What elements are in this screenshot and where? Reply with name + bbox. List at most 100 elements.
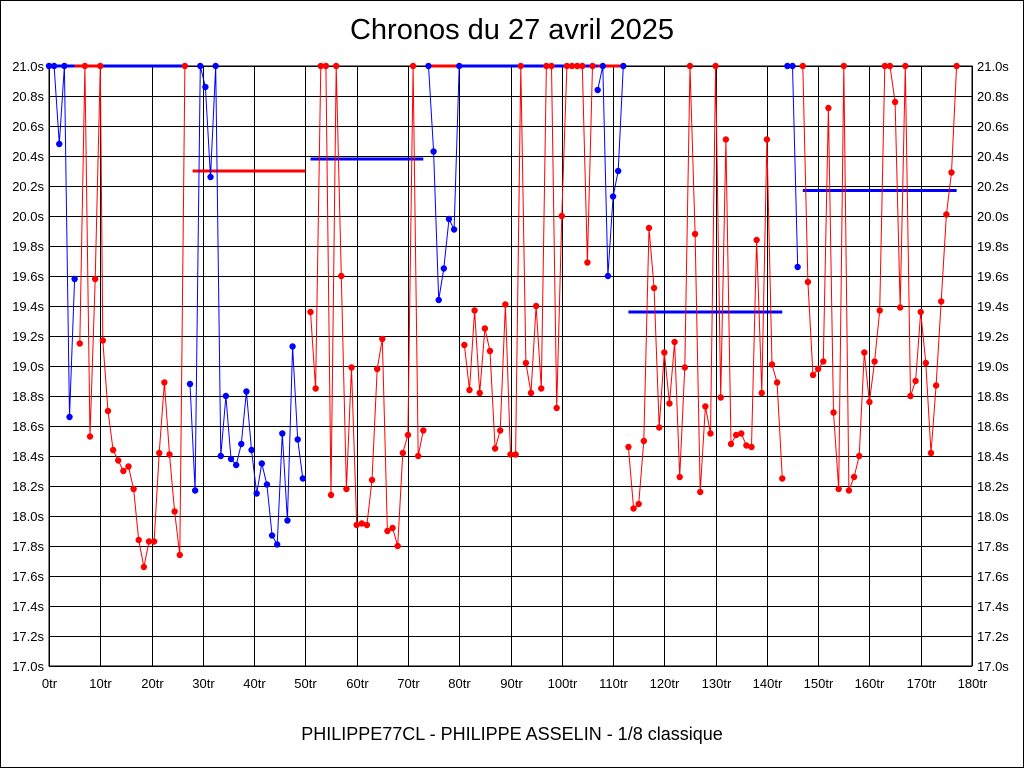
data-point (466, 386, 473, 394)
data-point (820, 358, 827, 365)
data-point (743, 442, 750, 449)
x-tick-label: 40tr (243, 676, 266, 691)
data-point (456, 62, 463, 70)
y-tick-label-left: 17.4s (12, 599, 44, 614)
data-point (409, 62, 417, 70)
data-point (125, 463, 132, 470)
data-point (425, 62, 432, 70)
data-point (476, 389, 483, 397)
data-point (527, 389, 535, 397)
data-point (948, 169, 955, 176)
data-point (363, 521, 371, 529)
y-tick-label-right: 20.0s (977, 209, 1009, 224)
data-point (76, 340, 83, 347)
data-point (584, 259, 591, 266)
data-point (522, 359, 530, 367)
data-point (212, 62, 219, 70)
y-tick-label-right: 20.4s (977, 149, 1009, 164)
data-point (779, 475, 786, 482)
data-point (156, 449, 163, 457)
data-point (294, 436, 301, 443)
y-tick-label-left: 21.0s (12, 59, 44, 74)
data-point (379, 335, 386, 343)
x-tick-label: 90tr (500, 676, 523, 691)
data-point (548, 62, 555, 70)
data-point (789, 62, 796, 70)
data-point (553, 404, 560, 412)
data-point (625, 443, 632, 451)
y-tick-label-right: 18.0s (977, 509, 1009, 524)
y-tick-label-left: 19.2s (12, 329, 44, 344)
y-tick-label-left: 18.0s (12, 509, 44, 524)
series-line (79, 65, 186, 568)
y-tick-label-right: 18.2s (977, 479, 1009, 494)
x-tick-label: 180tr (958, 676, 988, 691)
data-point (486, 347, 494, 355)
data-point (589, 62, 596, 70)
data-point (71, 275, 78, 283)
data-point (614, 167, 622, 175)
data-point (384, 527, 391, 535)
data-point (176, 551, 183, 559)
x-tick-label: 80tr (448, 676, 471, 691)
y-tick-label-right: 19.8s (977, 239, 1009, 254)
x-tick-label: 110tr (599, 676, 628, 691)
data-point (56, 140, 63, 148)
data-point (115, 457, 122, 464)
y-tick-label-left: 18.6s (12, 419, 44, 434)
x-tick-label: 170tr (907, 676, 937, 691)
x-tick-label: 0tr (42, 676, 58, 691)
grid-layer (48, 65, 973, 667)
data-point (197, 62, 204, 70)
data-point (191, 487, 199, 494)
data-point (273, 541, 281, 548)
data-point (650, 284, 658, 292)
data-point (368, 476, 376, 484)
x-tick-label: 150tr (804, 676, 834, 691)
series-line (49, 65, 76, 418)
data-point (420, 427, 427, 434)
data-point (299, 475, 307, 482)
data-point (227, 455, 235, 463)
y-tick-label-left: 19.4s (12, 299, 44, 314)
data-point (599, 62, 606, 70)
data-point (91, 275, 99, 283)
data-point (953, 62, 960, 70)
series-line (189, 65, 304, 547)
y-tick-label-right: 20.6s (977, 119, 1009, 134)
x-tick-label: 120tr (650, 676, 680, 691)
data-point (140, 563, 148, 571)
data-point (825, 104, 832, 112)
x-tick-label: 140tr (753, 676, 783, 691)
data-point (938, 298, 945, 305)
y-tick-label-right: 17.4s (977, 599, 1009, 614)
series-layer (45, 62, 960, 571)
data-point (943, 211, 950, 218)
data-point (86, 433, 94, 440)
data-point (217, 452, 224, 460)
data-point (727, 440, 735, 448)
chart-footer: PHILIPPE77CL - PHILIPPE ASSELIN - 1/8 cl… (301, 724, 723, 744)
data-point (202, 83, 209, 91)
data-point (186, 380, 194, 388)
data-point (517, 62, 524, 70)
y-tick-label-right: 19.4s (977, 299, 1009, 314)
data-point (881, 62, 889, 70)
data-point (150, 538, 158, 545)
data-point (222, 392, 230, 400)
data-point (50, 62, 58, 70)
data-point (532, 302, 540, 310)
y-tick-label-left: 19.6s (12, 269, 44, 284)
data-point (799, 62, 806, 70)
data-point (861, 349, 868, 356)
data-point (814, 365, 822, 373)
data-point (248, 446, 255, 454)
data-point (389, 524, 396, 532)
data-point (258, 460, 266, 467)
y-tick-label-left: 20.2s (12, 179, 44, 194)
data-point (579, 62, 586, 70)
data-point (343, 485, 350, 493)
data-point (773, 379, 781, 386)
data-point (104, 407, 112, 415)
x-tick-label: 100tr (548, 676, 578, 691)
